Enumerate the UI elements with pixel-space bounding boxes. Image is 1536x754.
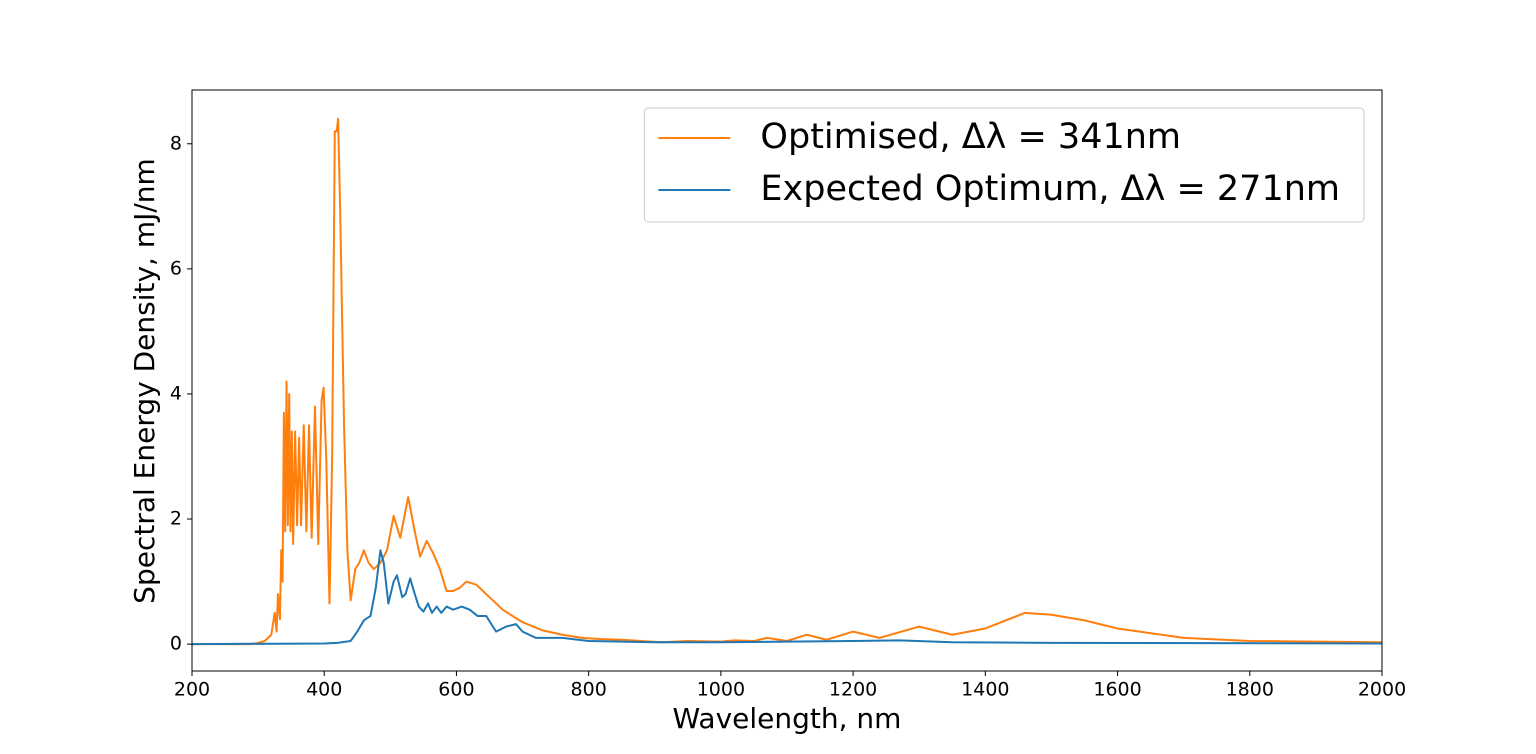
x-tick-label: 2000 (1358, 679, 1406, 701)
legend-label: Optimised, Δλ = 341nm (760, 117, 1181, 157)
plot-frame (191, 89, 1383, 672)
x-tick-label: 1800 (1226, 679, 1274, 701)
data-line (192, 117, 1382, 646)
legend-box (643, 107, 1365, 223)
x-tick-label: 400 (306, 679, 342, 701)
x-tick-label: 1400 (961, 679, 1009, 701)
y-tick-label: 4 (170, 382, 182, 404)
y-tick-label: 6 (170, 257, 182, 279)
data-line (192, 549, 1382, 646)
x-tick-label: 800 (571, 679, 607, 701)
x-tick-label: 1600 (1093, 679, 1141, 701)
y-tick-label: 8 (170, 132, 182, 154)
x-tick-label: 1200 (829, 679, 877, 701)
y-tick-label: 0 (170, 633, 182, 655)
x-tick-label: 600 (438, 679, 474, 701)
x-tick-label: 200 (174, 679, 210, 701)
legend-label: Expected Optimum, Δλ = 271nm (760, 169, 1340, 209)
y-tick-label: 2 (170, 508, 182, 530)
legend: Optimised, Δλ = 341nm Expected Optimum, Δ… (643, 107, 1365, 223)
x-axis-label: Wavelength, nm (673, 702, 902, 735)
x-tick-label: 1000 (697, 679, 745, 701)
y-axis-label: Spectral Energy Density, mJ/nm (128, 158, 161, 604)
